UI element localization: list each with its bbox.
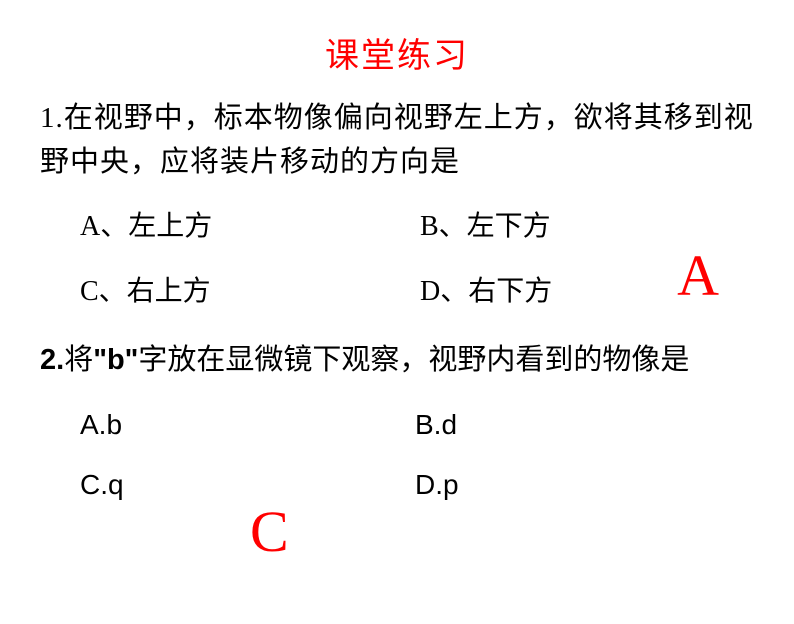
option-1a: A、左上方: [80, 204, 420, 244]
option-2d: D.p: [415, 469, 459, 501]
question-2-part2: 字放在显微镜下观察，视野内看到的物像是: [138, 344, 689, 376]
option-1c: C、右上方: [80, 269, 420, 309]
question-2-options-row-1: A.b B.d: [80, 409, 794, 441]
page-title: 课堂练习: [0, 28, 794, 77]
question-2-part1: 将: [64, 344, 93, 376]
question-1-text: 1.在视野中，标本物像偏向视野左上方，欲将其移到视野中央，应将装片移动的方向是: [40, 97, 754, 184]
question-1-options-row-1: A、左上方 B、左下方: [80, 204, 794, 244]
option-1d: D、右下方: [420, 269, 552, 309]
option-2c: C.q: [80, 469, 415, 501]
option-1b: B、左下方: [420, 204, 551, 244]
answer-2: C: [250, 498, 289, 565]
option-2a: A.b: [80, 409, 415, 441]
question-2-text: 2.将"b"字放在显微镜下观察，视野内看到的物像是: [40, 337, 754, 383]
option-2b: B.d: [415, 409, 457, 441]
answer-1: A: [677, 242, 719, 309]
question-2-options-row-2: C.q D.p: [80, 469, 794, 501]
question-2-quote: "b": [93, 344, 138, 376]
question-2-prefix: 2.: [40, 344, 64, 376]
